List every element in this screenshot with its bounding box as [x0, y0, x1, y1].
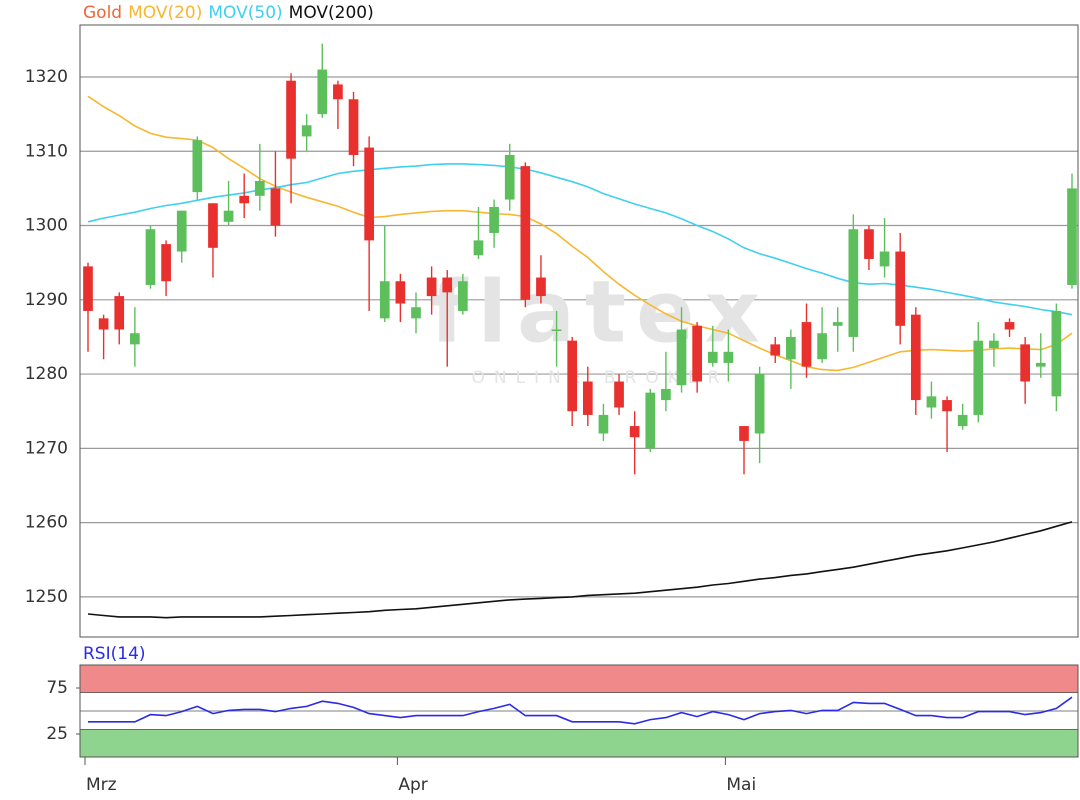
candle-body	[989, 340, 999, 349]
x-tick-label: Mrz	[86, 775, 117, 795]
candle-body	[1035, 362, 1046, 367]
candle-body	[145, 229, 156, 285]
candle-body	[910, 314, 921, 401]
candle-body	[442, 277, 453, 293]
candle-body	[130, 333, 140, 345]
candle-body	[582, 381, 593, 415]
candle-body	[614, 381, 624, 408]
candle-body	[520, 166, 531, 300]
plot-frame	[79, 664, 1079, 758]
candle-body	[458, 281, 468, 311]
rsi-band	[79, 729, 1079, 758]
candle-body	[473, 240, 484, 256]
candle-body	[942, 400, 952, 412]
candle-body	[598, 414, 609, 434]
candle-body	[176, 210, 187, 252]
legend-entry: MOV(20)	[128, 3, 202, 23]
candle-body	[551, 329, 562, 332]
panel-title: RSI(14)	[83, 644, 146, 664]
candle-body	[770, 344, 781, 356]
candle-body	[223, 210, 234, 222]
watermark-subtitle: ONLINE BROKER	[471, 368, 728, 388]
candle-body	[786, 336, 796, 360]
candle-body	[489, 206, 499, 233]
candle-body	[754, 374, 765, 434]
candle-body	[536, 277, 546, 297]
y-tick-label: 1310	[25, 141, 68, 161]
y-tick-label: 1320	[25, 67, 68, 87]
candle-body	[161, 244, 171, 282]
rsi-band	[79, 664, 1079, 694]
candle-body	[1051, 310, 1062, 397]
candle-body	[114, 296, 125, 330]
candle-body	[661, 388, 671, 401]
candle-body	[239, 195, 250, 204]
candle-body	[348, 99, 359, 155]
candle-body	[270, 188, 281, 226]
y-tick-label: 1280	[25, 364, 68, 384]
candle-body	[692, 325, 702, 382]
x-tick-label: Mai	[726, 775, 756, 795]
candle-body	[848, 229, 859, 337]
candle-body	[254, 180, 265, 196]
candle-body	[801, 322, 812, 367]
candle-body	[1020, 344, 1030, 382]
candle-body	[567, 340, 578, 412]
candle-body	[817, 333, 827, 360]
candle-body	[301, 125, 312, 137]
candle-body	[629, 426, 640, 438]
candle-body	[333, 84, 343, 100]
legend-entry: MOV(200)	[289, 3, 374, 23]
x-tick-label: Apr	[398, 775, 427, 795]
candle-body	[208, 203, 218, 248]
candle-body	[411, 307, 421, 319]
candle-body	[973, 340, 984, 415]
candle-body	[379, 281, 390, 319]
candle-body	[864, 229, 874, 259]
y-tick-label: 75	[46, 678, 68, 698]
watermark: flatex	[430, 262, 770, 362]
candle-body	[504, 154, 515, 200]
candle-body	[707, 351, 718, 363]
rsi-line	[88, 696, 1073, 725]
candle-body	[723, 351, 734, 363]
legend-entry: Gold	[83, 3, 122, 23]
y-tick-label: 1260	[25, 513, 68, 533]
candle-body	[1067, 188, 1077, 285]
candle-body	[426, 277, 437, 297]
candle-body	[286, 80, 296, 159]
candle-body	[832, 322, 843, 326]
candle-body	[395, 281, 406, 304]
candle-body	[192, 140, 203, 193]
y-tick-label: 1300	[25, 216, 68, 236]
candle-body	[1004, 322, 1015, 330]
candle-body	[83, 266, 93, 311]
moving-average-line	[87, 95, 1073, 372]
candle-body	[739, 426, 749, 441]
y-tick-label: 1290	[25, 290, 68, 310]
candle-body	[957, 414, 968, 427]
y-tick-label: 1250	[25, 587, 68, 607]
candle-body	[926, 396, 937, 408]
moving-average-line	[87, 521, 1073, 619]
plot-frame	[79, 24, 1079, 638]
candle-body	[676, 329, 687, 386]
y-tick-label: 1270	[25, 438, 68, 458]
candle-body	[879, 251, 890, 267]
candle-body	[364, 147, 374, 241]
candle-body	[645, 392, 656, 449]
legend-entry: MOV(50)	[208, 3, 282, 23]
candle-body	[98, 318, 109, 330]
y-tick-label: 25	[46, 724, 68, 744]
moving-average-line	[87, 163, 1073, 316]
candle-body	[895, 251, 906, 326]
candle-body	[317, 69, 328, 115]
